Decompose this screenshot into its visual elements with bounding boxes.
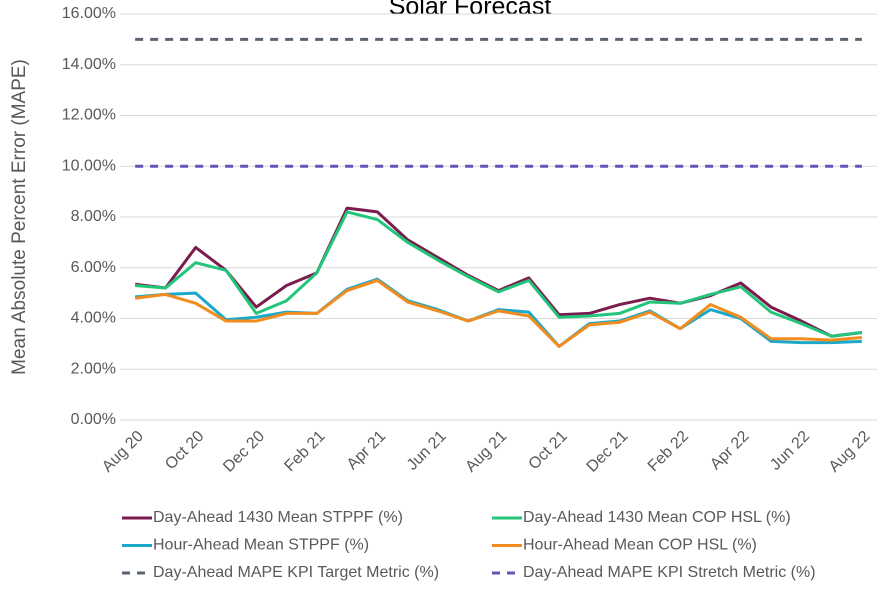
x-tick-label: Aug 20: [99, 428, 147, 476]
x-tick-label: Aug 22: [826, 428, 874, 476]
y-tick-label: 16.00%: [62, 5, 116, 22]
x-tick-label: Oct 20: [162, 428, 207, 473]
x-tick-label: Dec 21: [584, 428, 632, 476]
y-tick-label: 0.00%: [71, 411, 116, 428]
x-tick-label: Feb 22: [645, 428, 692, 475]
legend-label: Hour-Ahead Mean STPPF (%): [153, 537, 369, 554]
y-tick-label: 6.00%: [71, 259, 116, 276]
x-tick-label: Apr 21: [344, 428, 389, 473]
y-tick-label: 12.00%: [62, 107, 116, 124]
x-tick-label: Apr 22: [707, 428, 752, 473]
x-tick-label: Jun 22: [767, 428, 813, 474]
chart-title: Solar Forecast: [389, 0, 552, 21]
y-tick-label: 2.00%: [71, 360, 116, 377]
legend-label: Day-Ahead MAPE KPI Target Metric (%): [153, 564, 439, 581]
legend-label: Day-Ahead MAPE KPI Stretch Metric (%): [523, 564, 816, 581]
legend-label: Hour-Ahead Mean COP HSL (%): [523, 537, 757, 554]
legend-label: Day-Ahead 1430 Mean STPPF (%): [153, 509, 403, 526]
x-tick-label: Aug 21: [462, 428, 510, 476]
series-line: [134, 278, 862, 348]
y-tick-label: 14.00%: [62, 56, 116, 73]
x-tick-label: Oct 21: [526, 428, 571, 473]
legend-label: Day-Ahead 1430 Mean COP HSL (%): [523, 509, 791, 526]
y-tick-label: 10.00%: [62, 157, 116, 174]
x-tick-label: Jun 21: [404, 428, 450, 474]
x-tick-label: Feb 21: [281, 428, 328, 475]
series-line: [135, 210, 863, 338]
x-tick-label: Dec 20: [220, 428, 268, 476]
y-tick-label: 8.00%: [71, 208, 116, 225]
y-axis-label: Mean Absolute Percent Error (MAPE): [9, 59, 30, 375]
y-tick-label: 4.00%: [71, 310, 116, 327]
